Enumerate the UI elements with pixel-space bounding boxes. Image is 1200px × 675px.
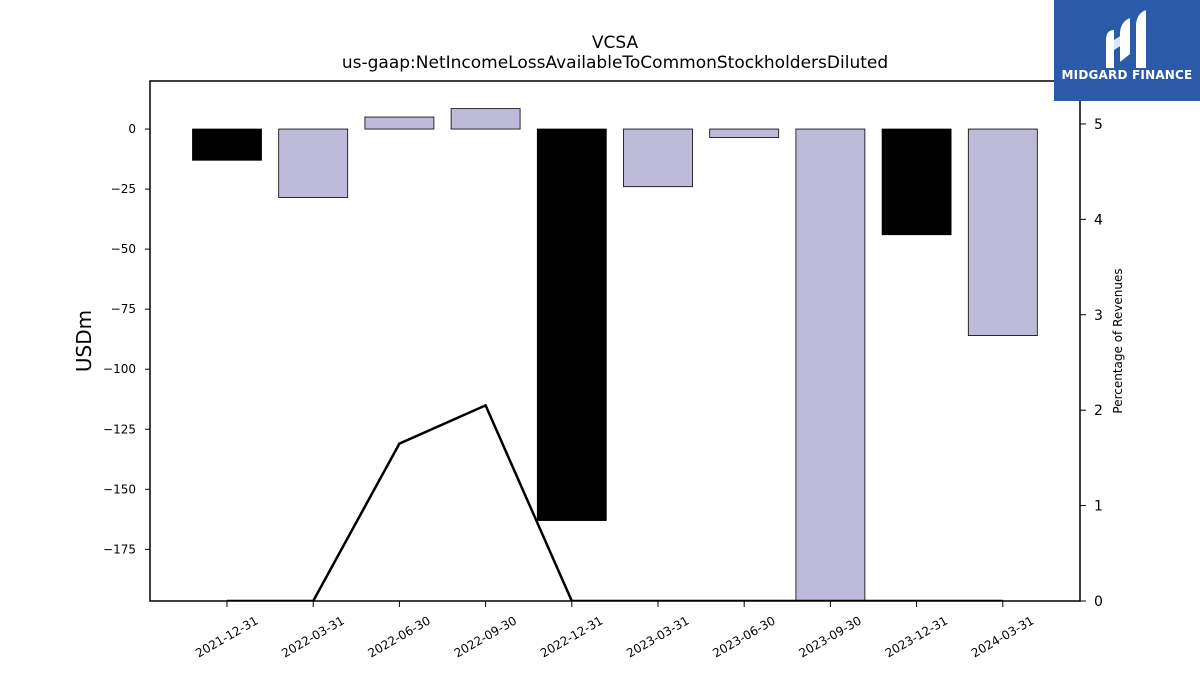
y2-tick-label: 0 [1094, 594, 1103, 610]
midgard-m-logo-icon [1106, 10, 1146, 68]
chart-title-line2: us-gaap:NetIncomeLossAvailableToCommonSt… [342, 53, 888, 73]
bar-2022-03-31 [278, 128, 349, 198]
chart-title-line1: VCSA [592, 33, 639, 53]
bar-2023-03-31 [623, 128, 693, 188]
x-tick-label: 2023-12-31 [883, 613, 950, 660]
line-series-group [227, 403, 1003, 601]
bar-2024-03-31 [967, 128, 1038, 336]
y-tick-label: −125 [103, 422, 136, 436]
x-tick-label: 2022-06-30 [365, 613, 432, 660]
x-tick-label: 2022-12-31 [538, 613, 605, 660]
bar-2023-09-30 [795, 128, 866, 601]
x-tick-label: 2023-03-31 [624, 613, 691, 660]
y2-tick-label: 1 [1094, 499, 1103, 515]
x-tick-label: 2022-09-30 [452, 613, 519, 660]
bar-2021-12-31 [192, 128, 262, 161]
y2-axis-label: Percentage of Revenues [1111, 268, 1125, 413]
bar-2022-12-31 [536, 128, 607, 521]
y2-tick-label: 2 [1094, 403, 1103, 419]
x-tick-label: 2023-06-30 [710, 613, 777, 660]
y-tick-label: −175 [103, 542, 136, 556]
y-tick-label: −75 [111, 302, 136, 316]
x-tick-label: 2021-12-31 [193, 613, 260, 660]
y-tick-label: −25 [111, 182, 136, 196]
y2-tick-label: 5 [1094, 117, 1103, 133]
line-percentage-of-revenues [227, 403, 1003, 601]
bar-2022-09-30 [450, 108, 521, 130]
bar-2023-06-30 [709, 128, 780, 138]
y-tick-label: 0 [128, 122, 136, 136]
x-tick-label: 2022-03-31 [279, 613, 346, 660]
bar-2022-06-30 [364, 116, 435, 130]
x-tick-label: 2023-09-30 [796, 613, 863, 660]
midgard-finance-logo: MIDGARD FINANCE [1054, 0, 1200, 101]
bars-group [192, 108, 1038, 601]
y-tick-label: −100 [103, 362, 136, 376]
plot-frame [149, 80, 1081, 602]
logo-text: MIDGARD FINANCE [1061, 68, 1193, 82]
y-axis-label: USDm [72, 310, 96, 372]
y2-tick-label: 3 [1094, 308, 1103, 324]
bar-2023-12-31 [881, 128, 952, 236]
y-tick-label: −150 [103, 482, 136, 496]
y2-tick-label: 4 [1094, 212, 1103, 228]
x-tick-label: 2024-03-31 [969, 613, 1036, 660]
y-tick-label: −50 [111, 242, 136, 256]
